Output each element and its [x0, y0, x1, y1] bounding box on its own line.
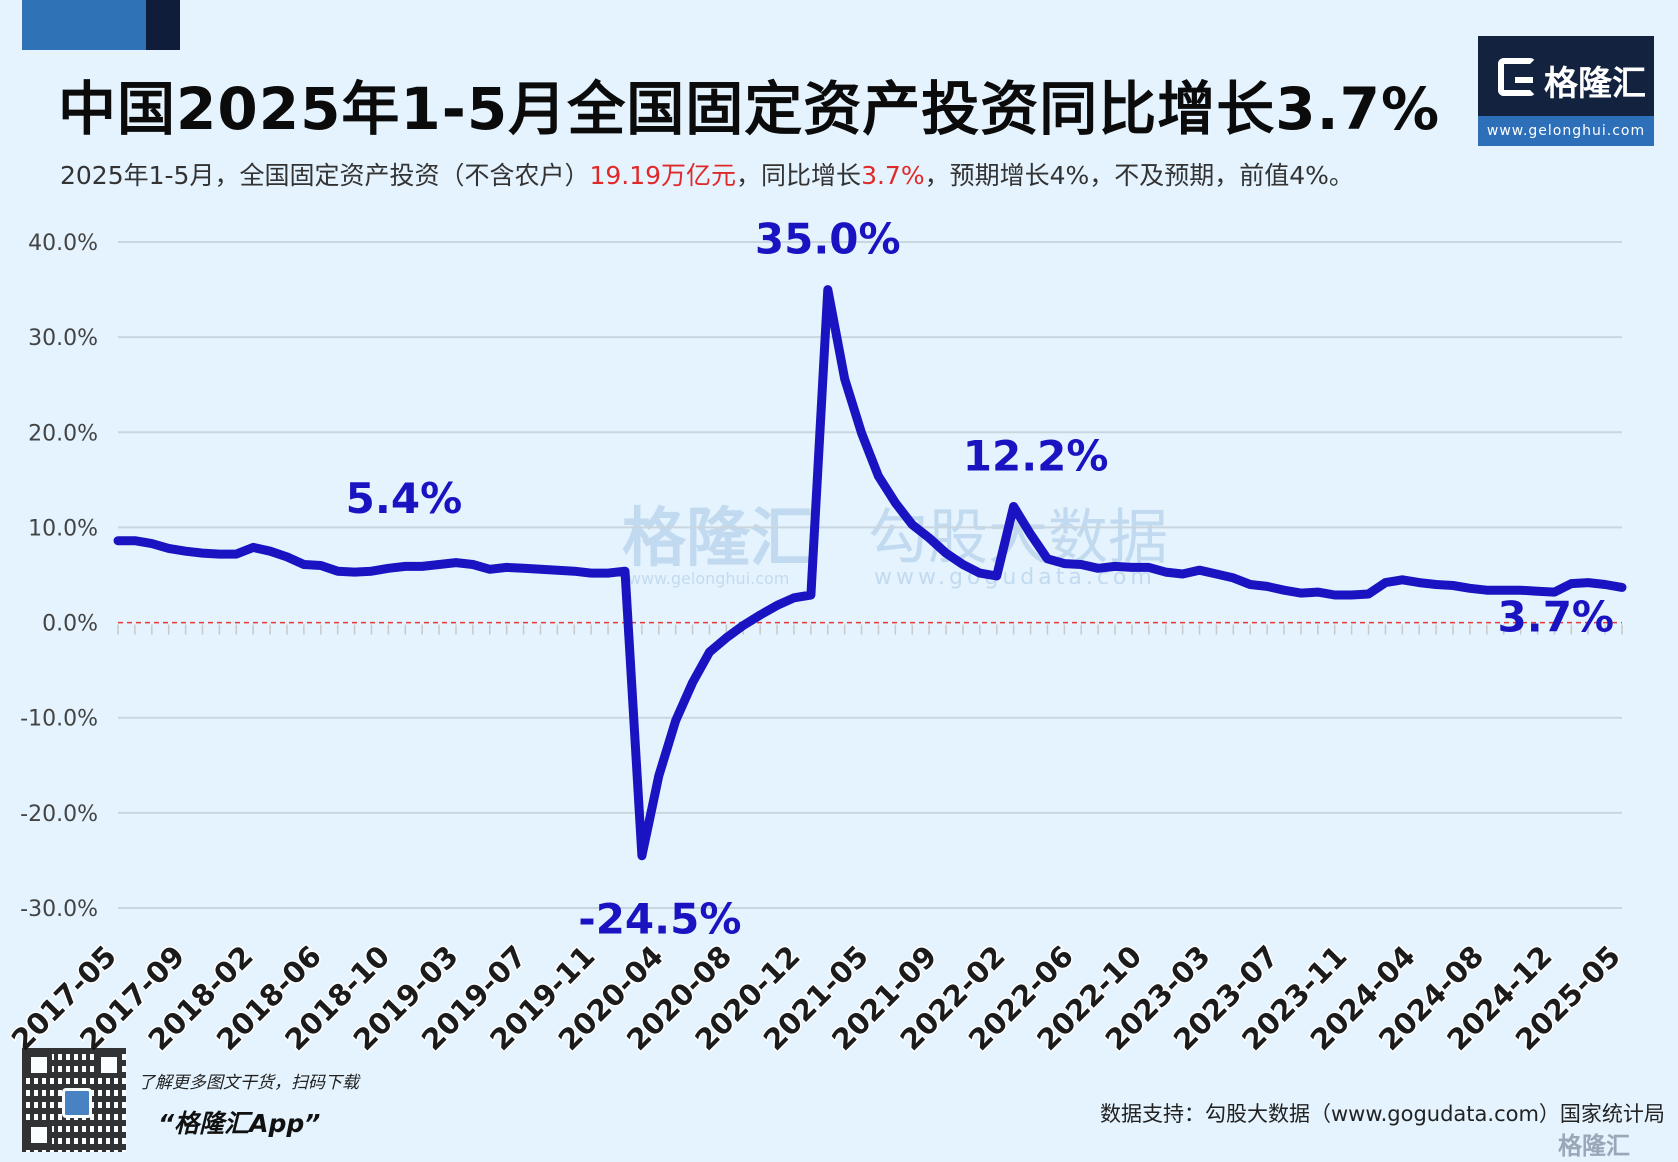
watermark: 格隆汇 www.gelonghui.com 勾股大数据 www.gogudata…: [622, 502, 1168, 590]
data-label: -24.5%: [578, 895, 741, 944]
logo-g-icon: [1498, 58, 1536, 96]
qr-logo-icon: [62, 1088, 92, 1118]
subtitle-value: 19.19万亿元: [589, 161, 737, 190]
y-tick-label: 30.0%: [28, 326, 98, 351]
data-source: 数据支持：勾股大数据（www.gogudata.com）国家统计局: [1100, 1102, 1665, 1126]
y-tick-label: -20.0%: [20, 802, 98, 827]
subtitle-part1: 2025年1-5月，全国固定资产投资（不含农户）: [60, 161, 590, 190]
data-label: 5.4%: [346, 474, 462, 523]
series-line: [113, 285, 1627, 861]
header-accent-bar: [22, 0, 146, 50]
brand-logo: 格隆汇 www.gelonghui.com: [1478, 36, 1654, 146]
watermark-url: www.gelonghui.com: [628, 569, 789, 588]
logo-name: 格隆汇: [1544, 64, 1646, 104]
subtitle-growth: 3.7%: [861, 161, 925, 190]
y-tick-label: -30.0%: [20, 897, 98, 922]
data-label: 3.7%: [1498, 592, 1614, 641]
y-tick-label: 0.0%: [42, 612, 98, 637]
y-tick-label: 20.0%: [28, 421, 98, 446]
corner-logo: 格隆汇: [1558, 1132, 1630, 1160]
subtitle-part2: ，同比增长: [736, 161, 862, 190]
promo-text: 了解更多图文干货，扫码下载: [138, 1073, 359, 1093]
promo-app-name: “格隆汇App”: [158, 1109, 321, 1138]
subtitle-part3: ，预期增长4%，不及预期，前值4%。: [924, 161, 1354, 190]
qr-code: [22, 1048, 126, 1152]
chart-subtitle: 2025年1-5月，全国固定资产投资（不含农户）19.19万亿元，同比增长3.7…: [60, 156, 1354, 192]
header-accent-bar-dark: [146, 0, 180, 50]
data-label: 12.2%: [963, 431, 1109, 480]
logo-url: www.gelonghui.com: [1478, 116, 1654, 146]
watermark-brand: 格隆汇: [622, 502, 814, 576]
chart-title: 中国2025年1-5月全国固定资产投资同比增长3.7%: [58, 75, 1441, 143]
y-tick-label: -10.0%: [20, 707, 98, 732]
data-label: 35.0%: [755, 215, 901, 264]
y-tick-label: 10.0%: [28, 516, 98, 541]
y-tick-label: 40.0%: [28, 231, 98, 256]
